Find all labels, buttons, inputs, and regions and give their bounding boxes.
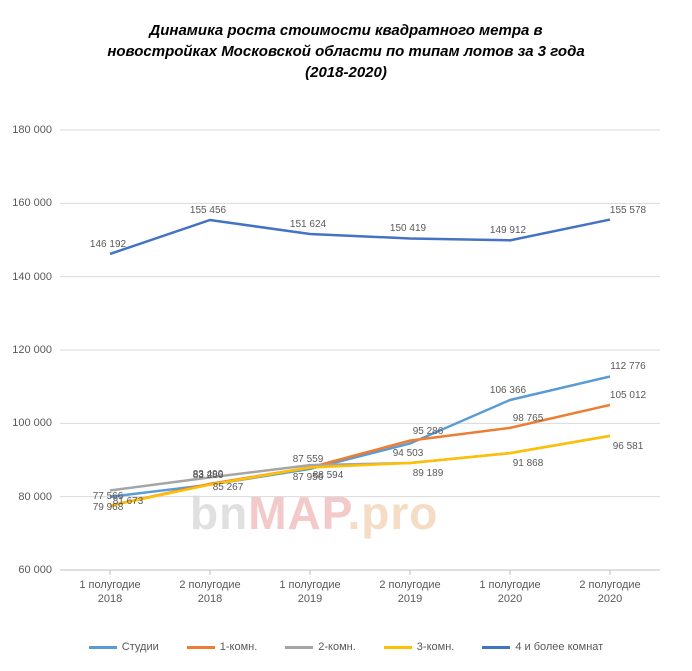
legend-swatch [187,646,215,649]
data-label: 151 624 [290,219,326,230]
x-tick-label: 1 полугодие2019 [279,578,340,607]
legend-item: 1-комн. [187,641,258,653]
series-line [110,436,610,506]
y-tick-label: 80 000 [18,491,52,503]
legend: Студии 1-комн. 2-комн. 3-комн. 4 и более ком… [0,641,692,653]
data-label: 112 776 [610,361,645,372]
legend-swatch [482,646,510,649]
data-label: 95 286 [413,426,444,437]
y-tick-label: 140 000 [12,271,52,283]
legend-item: 4 и более комнат [482,641,603,653]
legend-swatch [384,646,412,649]
legend-item: Студии [89,641,159,653]
series-line [110,376,610,496]
x-tick-label: 1 полугодие2018 [79,578,140,607]
x-tick-label: 2 полугодие2019 [379,578,440,607]
legend-swatch [89,646,117,649]
data-label: 150 419 [390,223,426,234]
data-label: 96 581 [613,441,644,452]
legend-label: 4 и более комнат [515,641,603,653]
data-label: 89 189 [413,468,444,479]
y-tick-label: 180 000 [12,124,52,136]
legend-label: 2-комн. [318,641,356,653]
x-tick-label: 2 полугодие2020 [579,578,640,607]
data-label: 155 578 [610,205,646,216]
data-label: 81 673 [113,496,144,507]
chart-container: Динамика роста стоимости квадратного мет… [0,0,692,671]
y-tick-label: 60 000 [18,564,52,576]
title-line-1: Динамика роста стоимости квадратного мет… [149,22,542,39]
legend-label: 1-комн. [220,641,258,653]
chart-svg [60,130,660,570]
data-label: 85 267 [213,482,244,493]
title-line-2: новостройках Московской области по типам… [107,43,584,60]
data-label: 146 192 [90,239,126,250]
data-label: 83 490 [193,469,224,480]
plot-area: bnMAP.pro [60,130,660,570]
legend-label: Студии [122,641,159,653]
data-label: 106 366 [490,385,526,396]
data-label: 88 594 [313,470,344,481]
data-label: 149 912 [490,225,526,236]
data-label: 87 559 [293,454,324,465]
legend-item: 3-комн. [384,641,455,653]
data-label: 155 456 [190,205,226,216]
data-label: 98 765 [513,413,544,424]
y-tick-label: 160 000 [12,197,52,209]
x-tick-label: 2 полугодие2018 [179,578,240,607]
y-tick-label: 120 000 [12,344,52,356]
legend-swatch [285,646,313,649]
data-label: 105 012 [610,390,646,401]
y-tick-label: 100 000 [12,417,52,429]
x-tick-label: 1 полугодие2020 [479,578,540,607]
data-label: 94 503 [393,448,424,459]
chart-title: Динамика роста стоимости квадратного мет… [0,20,692,83]
title-line-3: (2018-2020) [305,64,387,81]
series-line [110,220,610,254]
legend-item: 2-комн. [285,641,356,653]
data-label: 91 868 [513,458,544,469]
legend-label: 3-комн. [417,641,455,653]
